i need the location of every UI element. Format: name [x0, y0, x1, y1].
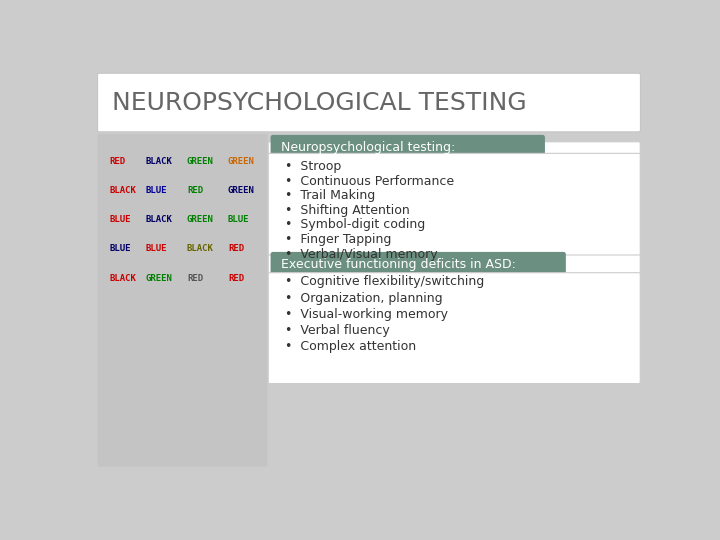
- FancyBboxPatch shape: [269, 142, 640, 383]
- Text: RED: RED: [109, 157, 125, 166]
- Text: •  Verbal fluency: • Verbal fluency: [285, 324, 390, 337]
- Text: BLACK: BLACK: [187, 244, 214, 253]
- Text: •  Finger Tapping: • Finger Tapping: [285, 233, 392, 246]
- Text: •  Cognitive flexibility/switching: • Cognitive flexibility/switching: [285, 275, 485, 288]
- FancyBboxPatch shape: [271, 135, 545, 159]
- Text: GREEN: GREEN: [187, 157, 214, 166]
- Text: RED: RED: [228, 274, 244, 282]
- Text: GREEN: GREEN: [228, 157, 255, 166]
- Text: BLACK: BLACK: [109, 274, 136, 282]
- Text: BLUE: BLUE: [228, 215, 249, 224]
- Text: •  Complex attention: • Complex attention: [285, 340, 416, 353]
- Text: •  Visual-working memory: • Visual-working memory: [285, 308, 449, 321]
- Text: RED: RED: [228, 244, 244, 253]
- Text: BLACK: BLACK: [109, 186, 136, 195]
- Text: •  Stroop: • Stroop: [285, 160, 341, 173]
- Text: BLACK: BLACK: [145, 157, 173, 166]
- Text: RED: RED: [187, 186, 203, 195]
- Text: BLUE: BLUE: [145, 244, 167, 253]
- Text: •  Shifting Attention: • Shifting Attention: [285, 204, 410, 217]
- Text: •  Verbal/Visual memory: • Verbal/Visual memory: [285, 248, 438, 261]
- FancyBboxPatch shape: [98, 73, 640, 132]
- Text: GREEN: GREEN: [187, 215, 214, 224]
- FancyBboxPatch shape: [269, 153, 640, 255]
- Text: BLUE: BLUE: [109, 244, 131, 253]
- Text: RED: RED: [187, 274, 203, 282]
- Text: BLUE: BLUE: [109, 215, 131, 224]
- Text: Neuropsychological testing:: Neuropsychological testing:: [281, 141, 455, 154]
- Text: NEUROPSYCHOLOGICAL TESTING: NEUROPSYCHOLOGICAL TESTING: [112, 91, 526, 114]
- Text: •  Symbol-digit coding: • Symbol-digit coding: [285, 219, 426, 232]
- FancyBboxPatch shape: [269, 273, 640, 383]
- Text: BLACK: BLACK: [145, 215, 173, 224]
- Text: •  Trail Making: • Trail Making: [285, 189, 376, 202]
- Text: •  Continuous Performance: • Continuous Performance: [285, 174, 454, 187]
- Text: •  Organization, planning: • Organization, planning: [285, 292, 443, 305]
- Text: GREEN: GREEN: [145, 274, 173, 282]
- Text: GREEN: GREEN: [228, 186, 255, 195]
- Text: BLUE: BLUE: [145, 186, 167, 195]
- Text: Executive functioning deficits in ASD:: Executive functioning deficits in ASD:: [281, 258, 516, 271]
- FancyBboxPatch shape: [271, 252, 566, 276]
- FancyBboxPatch shape: [98, 134, 267, 467]
